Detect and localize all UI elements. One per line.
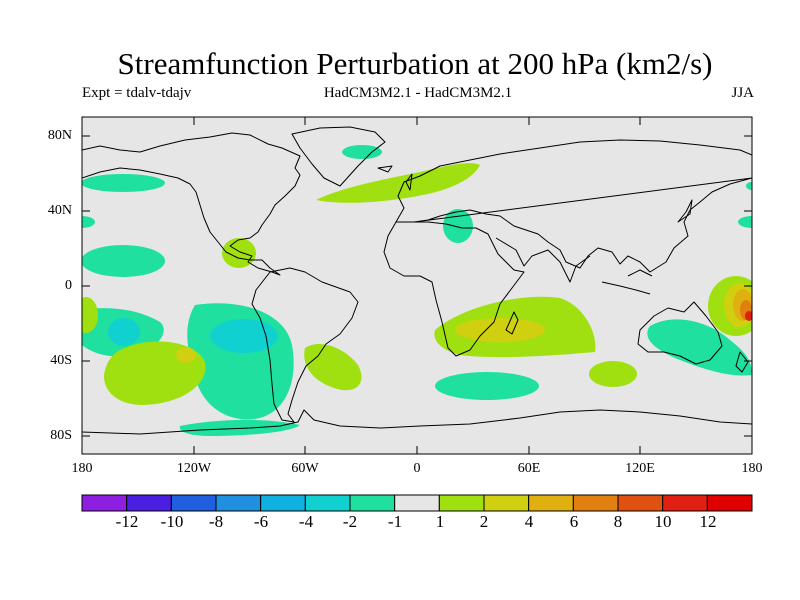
colorbar-swatch	[617, 494, 664, 512]
season-label: JJA	[731, 85, 754, 101]
colorbar-swatch	[215, 494, 262, 512]
colorbar-label: -10	[160, 512, 184, 531]
colorbar-swatch	[394, 494, 440, 512]
colorbar-label: 8	[613, 512, 623, 531]
coastline-north-america	[82, 132, 301, 276]
lat-label: 0	[65, 278, 72, 293]
coastlines	[82, 126, 752, 435]
colorbar-swatch	[438, 494, 485, 512]
colorbar-swatch	[483, 494, 530, 512]
anomaly-region	[746, 182, 752, 190]
coastline-japan	[677, 199, 693, 223]
positive-anomalies	[82, 163, 752, 405]
model-label: HadCM3M2.1 - HadCM3M2.1	[323, 85, 513, 101]
lon-label: 180	[71, 461, 93, 476]
colorbar-swatch	[126, 494, 172, 512]
anomaly-core	[455, 318, 545, 342]
anomaly-core	[745, 311, 752, 321]
colorbar-label: 10	[654, 512, 672, 531]
anomaly-region	[647, 319, 752, 376]
colorbar-label: 2	[479, 512, 489, 531]
coastline-south-asia	[495, 237, 591, 283]
anomaly-region	[342, 145, 382, 159]
negative-anomalies	[82, 145, 752, 436]
anomaly-core	[108, 318, 140, 346]
page-title: Streamfunction Perturbation at 200 hPa (…	[117, 46, 713, 81]
coastline-uk	[405, 173, 413, 191]
lat-tick-marks	[82, 135, 752, 437]
colorbar-label: 12	[699, 512, 717, 531]
anomaly-region	[82, 216, 95, 228]
lon-label: 180	[741, 461, 763, 476]
lat-label: 40S	[50, 353, 72, 368]
coastline-australia	[637, 301, 723, 365]
coastline-indonesia	[601, 269, 653, 295]
colorbar-swatch	[304, 494, 351, 512]
colorbar-swatch	[528, 494, 574, 512]
colorbar-swatch	[81, 494, 128, 512]
anomaly-region	[82, 297, 98, 333]
colorbar-label: 4	[524, 512, 534, 531]
coastline-south-america	[251, 267, 359, 423]
anomaly-region	[82, 245, 165, 277]
anomaly-core	[176, 347, 196, 363]
colorbar-label: -12	[115, 512, 139, 531]
lon-label: 0	[413, 461, 421, 476]
coastline-eurasia	[395, 139, 752, 273]
colorbar-label: -1	[387, 512, 403, 531]
colorbar-label: -2	[342, 512, 358, 531]
lon-tick-marks	[193, 117, 641, 454]
colorbar-label: 6	[569, 512, 579, 531]
coastline-new-zealand	[735, 351, 749, 373]
colorbar-swatch	[662, 494, 708, 512]
map-background	[82, 117, 752, 454]
anomaly-region	[82, 174, 165, 192]
anomaly-core	[210, 319, 278, 353]
coastline-madagascar	[505, 311, 519, 335]
lat-label: 80S	[50, 428, 72, 443]
colorbar-label: -6	[253, 512, 269, 531]
colorbar-label: -8	[208, 512, 224, 531]
colorbar-label: -4	[298, 512, 314, 531]
lon-label: 120W	[176, 461, 212, 476]
anomaly-region	[589, 361, 637, 387]
colorbar-swatch	[349, 494, 396, 512]
map-plot-area	[82, 126, 752, 436]
anomaly-region	[435, 372, 539, 400]
lon-label: 60W	[291, 461, 319, 476]
colorbar-label: 1	[435, 512, 445, 531]
anomaly-region	[738, 216, 752, 228]
lon-label: 60E	[517, 461, 541, 476]
colorbar-swatch	[170, 494, 217, 512]
lon-label: 120E	[625, 461, 655, 476]
colorbar-swatch	[260, 494, 306, 512]
colorbar	[81, 494, 753, 512]
lat-label: 80N	[47, 128, 72, 143]
colorbar-swatch	[706, 494, 753, 512]
coastline-antarctica	[82, 409, 752, 435]
coastline-greenland	[291, 126, 386, 187]
lat-label: 40N	[47, 203, 72, 218]
colorbar-swatch	[572, 494, 619, 512]
experiment-label: Expt = tdalv-tdajv	[82, 85, 192, 101]
anomaly-region	[316, 163, 480, 203]
coastline-iceland	[377, 165, 393, 173]
coastline-africa	[383, 221, 525, 357]
